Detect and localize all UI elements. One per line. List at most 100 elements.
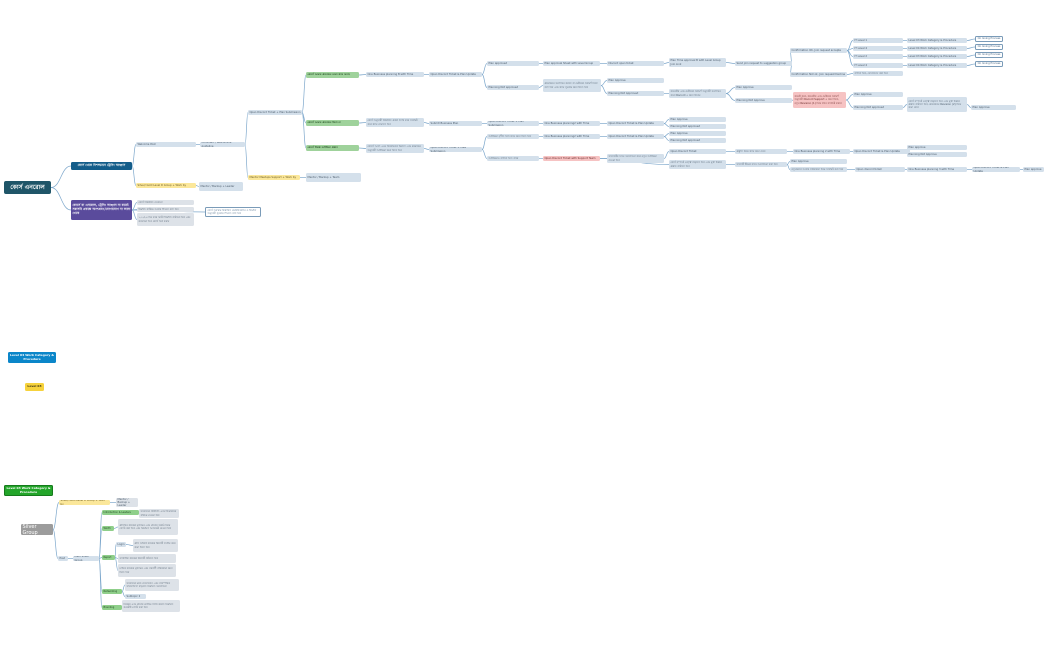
node-pn5[interactable]: Plan Approve — [735, 85, 792, 90]
node-w4[interactable]: Level 04 Work Category & Procedure — [907, 63, 967, 68]
node-s1[interactable]: কোর্স সম্পর্কে নেতৃত্ব বাড়াতে হবে এবং ম… — [669, 160, 726, 169]
node-o4[interactable]: On Going Process — [975, 61, 1003, 67]
node-pn[interactable]: Planning Not approved — [487, 85, 539, 90]
node-t4[interactable]: Networking — [102, 589, 122, 594]
node-g3g[interactable]: Planning Not approved — [669, 138, 726, 143]
node-g2d[interactable]: One Business planning2 with Time — [543, 121, 600, 126]
node-f2[interactable]: Level 03 — [25, 383, 44, 391]
node-l1[interactable]: IT Level 1 — [853, 38, 903, 43]
node-s2[interactable]: সাপোর্ট টিমের সাথে আলোচনা করা হবে — [735, 162, 787, 167]
node-pn4[interactable]: কমেন্টের এবং মেন্টরের পরামর্শ অনুযায়ী স… — [669, 89, 726, 98]
node-o1[interactable]: On Going Process — [975, 36, 1003, 42]
node-a2a[interactable]: Mentor / Backup + Leader — [199, 182, 243, 191]
node-s3[interactable]: Plan Approve — [790, 159, 847, 164]
node-sg1a[interactable]: Mentor / Backup + Leader — [116, 498, 138, 507]
node-g3[interactable]: কোর্সে বিকল্প আইডিয়া প্রস্তাব — [306, 145, 359, 151]
node-r1[interactable]: Open Discord Ticket with Support Team — [543, 156, 600, 161]
node-pn10[interactable]: কোর্স সম্পর্কে নেতৃত্ব বাড়াতে হবে এবং ম… — [907, 97, 967, 112]
node-pa[interactable]: Plan approved — [487, 61, 539, 66]
node-pa1[interactable]: Plan approval Sheet with Level Group — [543, 61, 600, 66]
node-r4[interactable]: প্রস্তুতি নিয়ে প্ল্যান জমা দেবে — [735, 149, 787, 154]
node-t3d[interactable]: মাসিক কাজের মূল্যায়ন এবং পরবর্তী পরিকল্… — [118, 564, 176, 577]
node-s5[interactable]: Open discord ticket — [855, 167, 905, 172]
node-s4[interactable]: নতুনভাবে আবার পরিকল্পনা দিয়ে সাবমিট করা… — [790, 167, 847, 172]
node-g2[interactable]: কোর্সে আমার প্রয়োজন মিলে না — [306, 120, 359, 126]
node-r[interactable]: আইডিয়াও বাতিল হতে পারে — [487, 156, 539, 161]
node-ok[interactable]: Confirmation OK, Join request accepte — [790, 48, 847, 53]
node-sg[interactable]: Silver Group — [21, 524, 53, 535]
node-b1[interactable]: কোর্স বিস্তারিত দেখানো — [137, 200, 194, 205]
node-p[interactable]: Open Discord Ticket + Plan Submission — [248, 110, 302, 115]
node-b[interactable]: কোর্সে যা এনরোল, ট্রেনিং আহ্বান না করেই … — [71, 200, 132, 220]
node-f3[interactable]: Level 03 Work Category & Procedure — [4, 485, 53, 496]
node-a[interactable]: কোর্স থেকে বিশদভাবে ট্রেনিং আহ্বান — [71, 162, 132, 170]
node-r7[interactable]: Plan approve — [907, 145, 967, 150]
node-r3[interactable]: Open Discord Ticket — [669, 149, 726, 154]
node-pa3[interactable]: Plan Time approval B with Level Group Jo… — [669, 58, 726, 67]
node-s8[interactable]: Plan approve — [1023, 167, 1044, 172]
node-s7[interactable]: Open Discord Ticket & Plan Update — [972, 167, 1020, 172]
node-pa2[interactable]: Discord open ticket — [607, 61, 664, 66]
node-g1a[interactable]: One Business planning B with Time — [366, 72, 424, 77]
node-t4a[interactable]: সদস্যদের মধ্যে যোগাযোগ এবং পারস্পরিক সহয… — [125, 579, 179, 591]
node-r6[interactable]: Open Discord Ticket & Plan Update — [853, 149, 910, 154]
node-g3a[interactable]: কোর্সে আছে এমন বিকল্পভাবে ভিন্নতা এবং প্… — [366, 144, 424, 153]
node-t5a[interactable]: নিজের এবং গ্রুপের ব্র্যান্ডিং তৈরি করতে … — [122, 600, 180, 612]
node-t3c[interactable]: সাপ্তাহিক কাজের রিপোর্ট পাঠাতে হবে — [118, 554, 176, 563]
node-m1[interactable]: Mentor / Backup + Team — [306, 173, 361, 182]
node-b2[interactable]: ইমেইল পাঠিয়ে আবার শিখতে বলা হবে — [137, 207, 194, 212]
node-t5[interactable]: Branding — [102, 605, 122, 610]
node-t1a[interactable]: সদস্যদের পরিচিতি এবং লিডারদের পরিচয় দেও… — [139, 509, 179, 518]
node-nok1[interactable]: বাতিল হবে, যোগাযোগ করা হবে — [853, 71, 903, 76]
node-g3e[interactable]: Open Discord Ticket & Plan Update — [607, 134, 664, 139]
node-sg2[interactable]: Post — [58, 556, 68, 561]
node-m[interactable]: Mentor Meetups Support + Work by — [248, 175, 300, 180]
node-a2[interactable]: Silver/ Gold Level D Group + Work by — [136, 183, 196, 188]
node-t3[interactable]: Report — [102, 555, 115, 560]
node-l4[interactable]: IT Level 4 — [853, 63, 903, 68]
node-g3b[interactable]: Open Discord Ticket + Idea Submission — [429, 147, 482, 152]
node-pn11[interactable]: Plan Approve — [971, 105, 1016, 110]
node-g2a[interactable]: কোর্স অনুযায়ী বিস্তারিত প্রকল্প তৈরি কর… — [366, 118, 424, 127]
node-root[interactable]: কোর্স এনরোল — [4, 181, 51, 194]
node-g3c[interactable]: আইডিয়া গৃহীত হলে প্ল্যান জমা দিতে হবে — [487, 134, 539, 139]
node-t4b[interactable]: Subtopic 2 — [125, 594, 146, 599]
node-g3d[interactable]: One Business planning2 with Time — [543, 134, 600, 139]
node-pa4[interactable]: Send join request to suggestion group — [735, 61, 792, 66]
node-r2[interactable]: সাপোর্টের সাথে আলোচনা করে নতুন আইডিয়া দ… — [607, 154, 664, 163]
node-nok[interactable]: Confirmation Not ok, Join request Declin… — [790, 72, 847, 77]
node-g2c[interactable]: Open Discord Ticket + Plan Submission — [487, 121, 539, 126]
node-g3f[interactable]: Plan Approve — [669, 131, 726, 136]
node-l2[interactable]: IT Level 4 — [853, 46, 903, 51]
node-b4[interactable]: কোর্স অবস্থায় বিস্তারিত ভেরিফিকেশন ও ইম… — [205, 207, 261, 217]
node-t3a[interactable]: Login — [116, 542, 126, 547]
node-pn3[interactable]: Planning Not Approved — [607, 91, 664, 96]
node-w2[interactable]: Level 04 Work Category & Procedure — [907, 46, 967, 51]
node-sg1[interactable]: Silver/ Gold Level D Group + Work by — [59, 500, 110, 505]
node-g1[interactable]: কোর্সে আমার প্রয়োজন মতো প্ল্যান আছে — [306, 72, 359, 78]
node-pn8[interactable]: Plan Approve — [853, 92, 903, 97]
node-f1[interactable]: Level 04 Work Category & Procedure — [8, 352, 56, 363]
node-s6[interactable]: One Business planning 3 with Time — [907, 167, 967, 172]
node-pn7[interactable]: কমেন্ট করে, কমেন্টের এবং মেন্টরের পরামর্… — [793, 92, 846, 108]
node-g1b[interactable]: Open Discord Ticket & Plan Update — [429, 72, 482, 77]
node-r8[interactable]: Planning Not Approve — [907, 152, 967, 157]
node-pn6[interactable]: Planning Not Approve — [735, 98, 792, 103]
node-g2g[interactable]: Planning Not approved — [669, 124, 726, 129]
node-g2f[interactable]: Plan Approve — [669, 117, 726, 122]
node-g2e[interactable]: Open Discord Ticket & Plan Update — [607, 121, 664, 126]
node-sg3[interactable]: Main Silver Group — [73, 556, 99, 561]
node-t2a[interactable]: প্রতিদিন কাজের মূল্যায়ন এবং গ্রুপের অর্… — [118, 519, 178, 535]
node-b3[interactable]: ১,২,৩,৪ দিন করে অটো ইমেইল পাঠানো হবে এবং… — [137, 213, 194, 226]
node-w1[interactable]: Level 03 Work Category & Procedure — [907, 38, 967, 43]
node-t2[interactable]: Worth — [102, 526, 114, 531]
node-o3[interactable]: On Going Process — [975, 52, 1003, 58]
node-pn2[interactable]: Plan Approve — [607, 78, 664, 83]
node-a1a[interactable]: Comment / Welcome & guideline — [200, 142, 245, 147]
node-t1[interactable]: Introduction & Leaders — [102, 510, 139, 515]
node-w3[interactable]: Level 03 Work Category & Procedure — [907, 54, 967, 59]
node-pn1[interactable]: প্রয়োজনে সংশোধন করতে বা মেন্টরের পরামর্… — [543, 79, 601, 92]
node-a1[interactable]: Welcome Post — [136, 142, 196, 147]
node-r5[interactable]: One Business planning 2 with Time — [793, 149, 850, 154]
